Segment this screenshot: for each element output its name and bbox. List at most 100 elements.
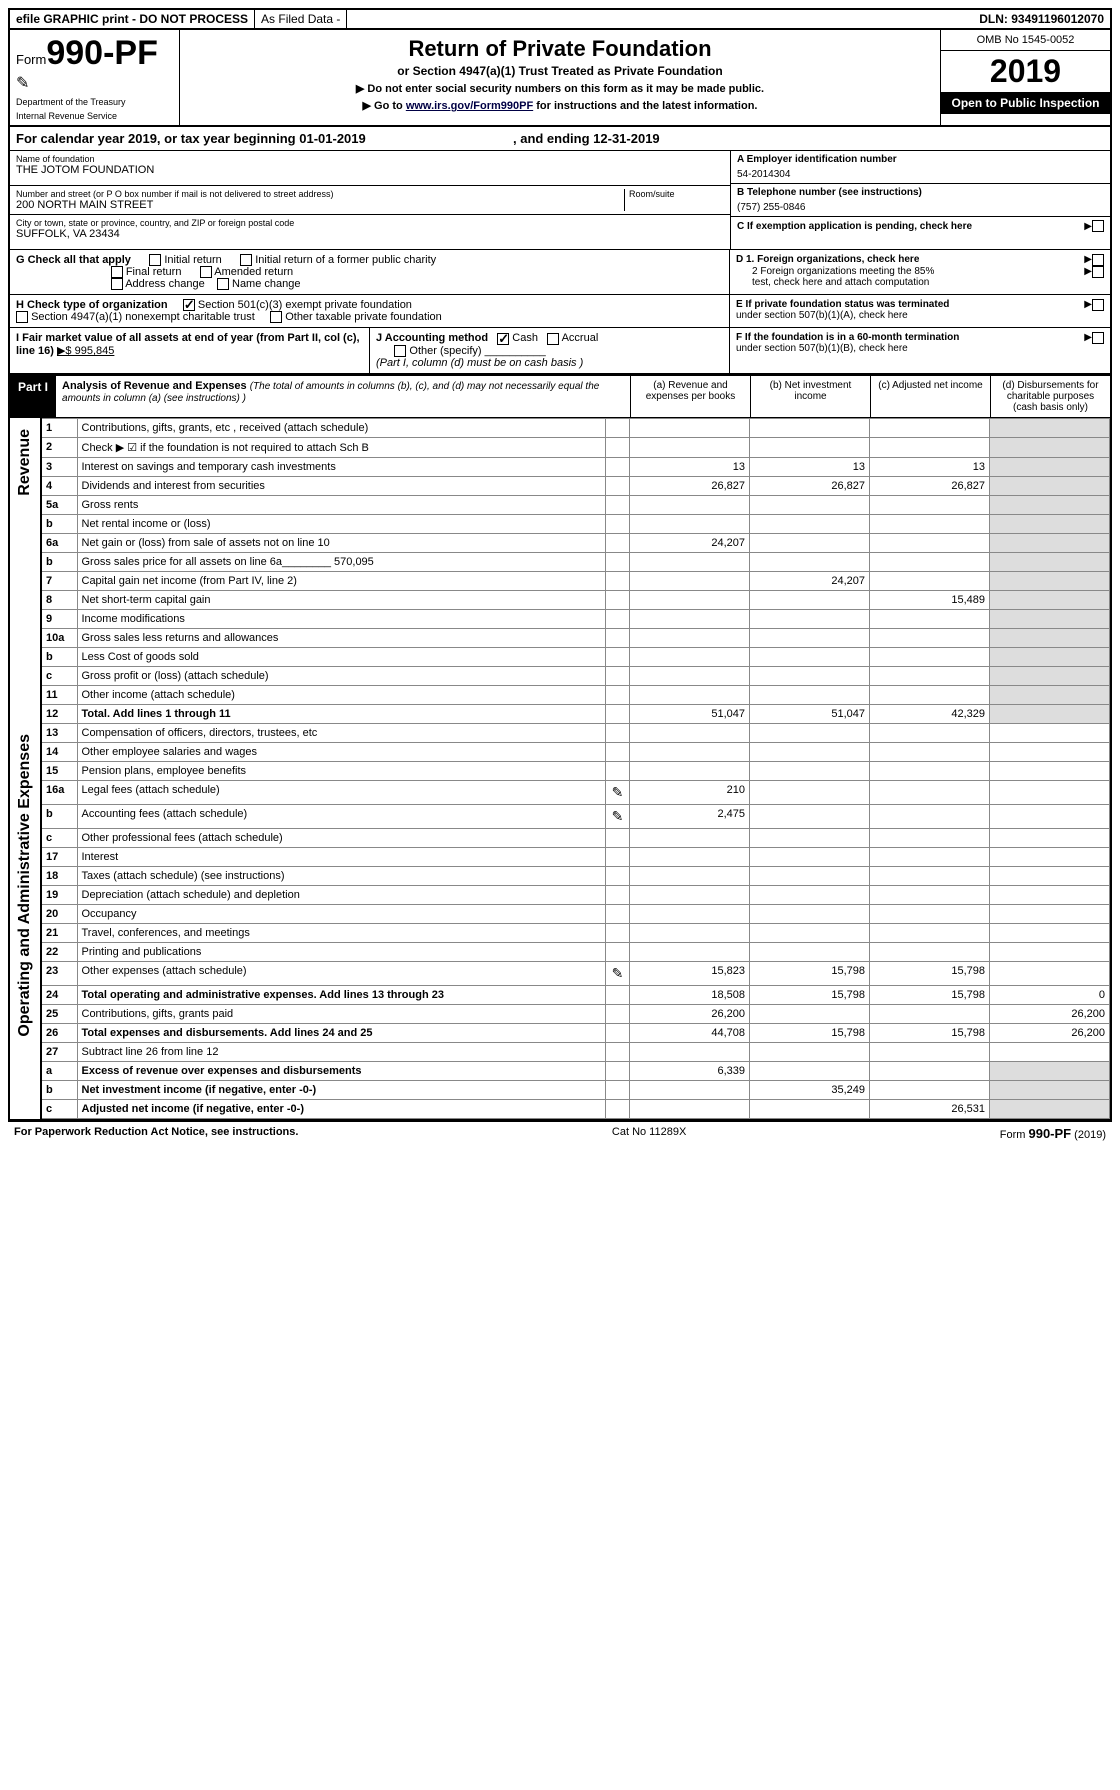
arrow-icon: ▶	[1084, 254, 1092, 266]
amount-col-c	[870, 571, 990, 590]
table-row: bLess Cost of goods sold	[10, 647, 1110, 666]
attachment-cell	[606, 885, 630, 904]
amount-col-a	[630, 828, 750, 847]
table-row: 7Capital gain net income (from Part IV, …	[10, 571, 1110, 590]
name-label: Name of foundation	[16, 154, 724, 164]
opt-final: Final return	[126, 266, 182, 278]
amount-col-c	[870, 495, 990, 514]
amount-col-a	[630, 495, 750, 514]
amount-col-a: 44,708	[630, 1023, 750, 1042]
attachment-cell	[606, 1099, 630, 1118]
amount-col-c	[870, 609, 990, 628]
name-change-checkbox[interactable]	[217, 278, 229, 290]
line-number: 8	[41, 590, 77, 609]
table-row: bGross sales price for all assets on lin…	[10, 552, 1110, 571]
d2a: 2 Foreign organizations meeting the 85%	[752, 266, 934, 277]
amount-col-b	[750, 514, 870, 533]
line-description: Other employee salaries and wages	[77, 742, 606, 761]
amount-col-b	[750, 742, 870, 761]
line-description: Less Cost of goods sold	[77, 647, 606, 666]
initial-return-checkbox[interactable]	[149, 254, 161, 266]
amended-return-checkbox[interactable]	[200, 266, 212, 278]
attachment-cell	[606, 985, 630, 1004]
line-description: Legal fees (attach schedule)	[77, 780, 606, 804]
attachment-icon[interactable]: ✎	[612, 784, 624, 800]
opt-former: Initial return of a former public charit…	[255, 254, 436, 266]
501c3-checkbox[interactable]	[183, 299, 195, 311]
cash-checkbox[interactable]	[497, 333, 509, 345]
revenue-expense-table: Revenue1Contributions, gifts, grants, et…	[10, 418, 1110, 1119]
amount-col-b	[750, 804, 870, 828]
e-checkbox[interactable]	[1092, 299, 1104, 311]
amount-col-d	[990, 457, 1110, 476]
col-d-header: (d) Disbursements for charitable purpose…	[990, 376, 1110, 417]
amount-col-b: 35,249	[750, 1080, 870, 1099]
dept-treasury: Department of the Treasury	[16, 97, 173, 107]
accrual-checkbox[interactable]	[547, 333, 559, 345]
amount-col-a	[630, 761, 750, 780]
table-row: 4Dividends and interest from securities2…	[10, 476, 1110, 495]
amount-col-a: 26,827	[630, 476, 750, 495]
line-number: b	[41, 552, 77, 571]
amount-col-d	[990, 552, 1110, 571]
amount-col-b: 15,798	[750, 985, 870, 1004]
final-return-checkbox[interactable]	[111, 266, 123, 278]
phone-label: B Telephone number (see instructions)	[737, 187, 1104, 198]
paperwork-notice: For Paperwork Reduction Act Notice, see …	[14, 1126, 298, 1141]
col-b-header: (b) Net investment income	[750, 376, 870, 417]
j-note: (Part I, column (d) must be on cash basi…	[376, 357, 583, 369]
city-cell: City or town, state or province, country…	[10, 215, 730, 249]
header-right: OMB No 1545-0052 2019 Open to Public Ins…	[940, 30, 1110, 125]
part1-header: Part I Analysis of Revenue and Expenses …	[10, 374, 1110, 418]
amount-col-a	[630, 437, 750, 457]
table-row: 5aGross rents	[10, 495, 1110, 514]
form-ref-a: Form	[1000, 1129, 1029, 1141]
exemption-checkbox[interactable]	[1092, 220, 1104, 232]
line-description: Other professional fees (attach schedule…	[77, 828, 606, 847]
amount-col-d	[990, 942, 1110, 961]
identity-left: Name of foundation THE JOTOM FOUNDATION …	[10, 151, 730, 249]
table-row: 26Total expenses and disbursements. Add …	[10, 1023, 1110, 1042]
section-h-row: H Check type of organization Section 501…	[10, 295, 1110, 328]
amount-col-b	[750, 828, 870, 847]
other-taxable-checkbox[interactable]	[270, 311, 282, 323]
f1: F If the foundation is in a 60-month ter…	[736, 332, 959, 343]
attachment-icon[interactable]: ✎	[612, 965, 624, 981]
amount-col-a	[630, 685, 750, 704]
f-checkbox[interactable]	[1092, 332, 1104, 344]
amount-col-c	[870, 847, 990, 866]
amount-col-d	[990, 628, 1110, 647]
table-row: Operating and Administrative Expenses13C…	[10, 723, 1110, 742]
amount-col-b	[750, 723, 870, 742]
note-prefix: ▶ Go to	[363, 100, 406, 112]
section-h: H Check type of organization Section 501…	[10, 295, 730, 327]
table-row: 23Other expenses (attach schedule)✎15,82…	[10, 961, 1110, 985]
calendar-year-row: For calendar year 2019, or tax year begi…	[10, 127, 1110, 151]
table-row: 2Check ▶ ☑ if the foundation is not requ…	[10, 437, 1110, 457]
d1-checkbox[interactable]	[1092, 254, 1104, 266]
line-number: 5a	[41, 495, 77, 514]
d2-checkbox[interactable]	[1092, 266, 1104, 278]
omb-number: OMB No 1545-0052	[941, 30, 1110, 51]
header-middle: Return of Private Foundation or Section …	[180, 30, 940, 125]
line-description: Contributions, gifts, grants, etc , rece…	[77, 418, 606, 437]
amount-col-b: 26,827	[750, 476, 870, 495]
amount-col-d	[990, 885, 1110, 904]
section-g-row: G Check all that apply Initial return In…	[10, 250, 1110, 295]
other-method-checkbox[interactable]	[394, 345, 406, 357]
amount-col-b	[750, 685, 870, 704]
line-number: 6a	[41, 533, 77, 552]
amount-col-b	[750, 609, 870, 628]
amount-col-b	[750, 647, 870, 666]
attachment-icon[interactable]: ✎	[612, 808, 624, 824]
former-charity-checkbox[interactable]	[240, 254, 252, 266]
4947-checkbox[interactable]	[16, 311, 28, 323]
form-number-big: 990-PF	[46, 34, 158, 72]
amount-col-b: 51,047	[750, 704, 870, 723]
amount-col-a: 210	[630, 780, 750, 804]
arrow-icon: ▶	[1084, 221, 1092, 232]
address-change-checkbox[interactable]	[111, 278, 123, 290]
amount-col-c	[870, 1080, 990, 1099]
irs-link[interactable]: www.irs.gov/Form990PF	[406, 100, 533, 112]
amount-col-b: 24,207	[750, 571, 870, 590]
